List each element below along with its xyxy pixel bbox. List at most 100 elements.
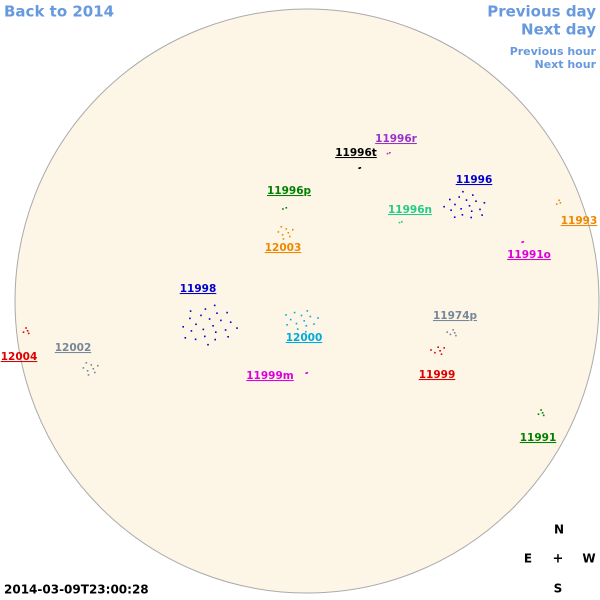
sunspot (200, 314, 202, 317)
region-label[interactable]: 12000 (286, 332, 323, 344)
sunspot (449, 198, 451, 201)
previous-day-link[interactable]: Previous day (487, 3, 596, 21)
sunspot (204, 308, 207, 310)
sunspot (313, 323, 315, 325)
sunspot (305, 372, 307, 374)
next-day-link[interactable]: Next day (521, 21, 596, 39)
region-label[interactable]: 11999 (419, 369, 456, 381)
sunspot (182, 326, 184, 328)
region-label[interactable]: 12002 (55, 342, 92, 354)
sunspot (437, 346, 439, 348)
sunspot (541, 412, 544, 414)
sunspot (472, 194, 474, 196)
sunspot (398, 221, 401, 224)
compass-west: W (582, 552, 595, 566)
sunspot (555, 203, 558, 205)
sunspot (450, 209, 452, 211)
region-label[interactable]: 11999m (246, 370, 294, 382)
region-label[interactable]: 12003 (265, 242, 302, 254)
sunspot (461, 214, 464, 216)
sunspot (224, 329, 227, 331)
sunspot (220, 319, 222, 322)
sunspot (446, 331, 448, 333)
sunspot (439, 350, 441, 352)
compass-east: E (524, 552, 532, 566)
compass-north: N (554, 523, 564, 537)
sunspot (453, 332, 456, 334)
sunspot (202, 328, 205, 331)
sunspot (282, 238, 285, 240)
sunspot (305, 325, 308, 327)
sunspot (280, 226, 283, 228)
sunspot (204, 335, 206, 338)
sunspot (462, 190, 464, 193)
region-label[interactable]: 11991 (520, 432, 557, 444)
sunspot (285, 314, 287, 316)
sunspot (87, 374, 90, 376)
sunspot (194, 338, 197, 341)
sunspot (309, 315, 312, 318)
region-label[interactable]: 11991o (507, 249, 551, 261)
compass-south: S (554, 582, 563, 596)
sunspot (282, 208, 284, 210)
sunspot (90, 364, 93, 366)
sunspot (481, 214, 483, 216)
region-label[interactable]: 11996 (456, 174, 493, 186)
sunspot (287, 232, 290, 234)
sunspot (306, 372, 309, 374)
sunspot (386, 152, 389, 155)
sunspot (94, 371, 96, 374)
region-label[interactable]: 11974p (433, 310, 478, 322)
sunspot (293, 311, 296, 314)
sunspot (195, 323, 197, 326)
sunspot (236, 327, 238, 329)
region-label[interactable]: 11996p (267, 185, 312, 197)
sunspot (295, 322, 298, 325)
sunspot (449, 333, 452, 336)
sunspot (85, 362, 88, 364)
sunspot (213, 304, 216, 307)
sunspot (292, 228, 294, 231)
region-label[interactable]: 11993 (561, 215, 598, 227)
sunspot (522, 241, 525, 243)
region-label[interactable]: 11996t (335, 147, 377, 159)
sunspot (227, 336, 229, 338)
sunspot (212, 325, 214, 327)
sunspot (285, 228, 288, 230)
region-label[interactable]: 12004 (1, 351, 38, 363)
sunspot (216, 312, 218, 314)
sunspot (22, 331, 25, 333)
sunspot (540, 409, 542, 411)
region-label[interactable]: 11996n (388, 204, 432, 216)
next-hour-link[interactable]: Next hour (535, 58, 597, 71)
sunspot (277, 231, 280, 233)
sunspot (454, 203, 456, 206)
sunspot (190, 330, 193, 332)
region-label[interactable]: 11998 (180, 283, 217, 295)
sunspot (289, 318, 292, 321)
sunspot (470, 216, 472, 219)
sunspot (475, 200, 477, 202)
sunspot (189, 310, 192, 312)
sunspot (92, 368, 95, 370)
sunspot (86, 370, 89, 372)
sunspot (27, 332, 30, 335)
sunspot (300, 314, 303, 317)
sunspot (305, 330, 307, 333)
back-link[interactable]: Back to 2014 (4, 3, 114, 21)
sunspot (389, 152, 391, 154)
sunspot (430, 349, 432, 351)
sunspot (285, 207, 288, 209)
sunspot (470, 210, 473, 212)
sunspot (452, 329, 454, 331)
sunspot (453, 216, 456, 218)
sunspot (440, 353, 443, 355)
solar-disk (14, 8, 600, 594)
sunspot (521, 241, 523, 243)
sunspot (358, 167, 360, 169)
sunspot (465, 199, 468, 201)
region-label[interactable]: 11996r (375, 133, 418, 145)
sunspot (458, 196, 460, 198)
previous-hour-link[interactable]: Previous hour (510, 45, 597, 58)
compass-center: + (553, 552, 564, 567)
